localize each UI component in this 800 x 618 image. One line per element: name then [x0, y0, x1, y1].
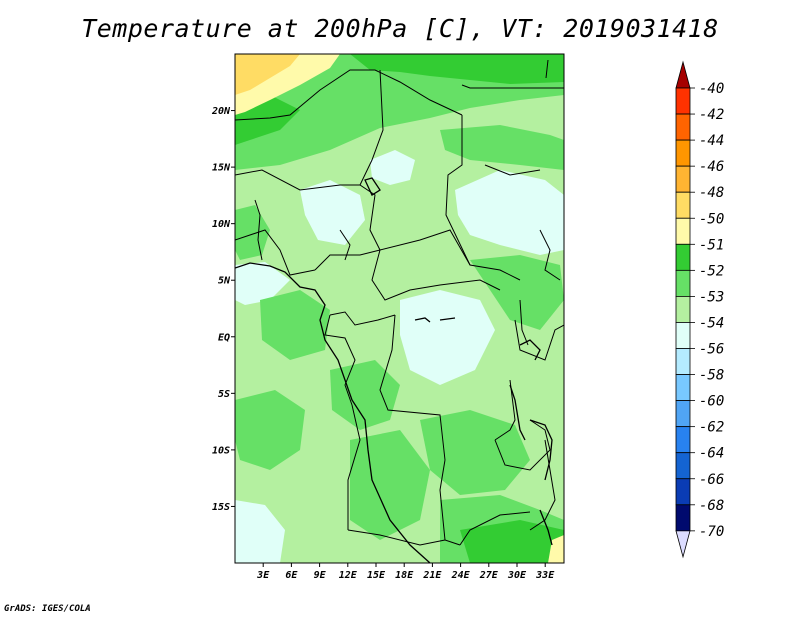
colorbar-label: -54 — [699, 315, 724, 331]
lat-tick-label: EQ — [218, 332, 230, 343]
map-frame — [234, 53, 565, 564]
colorbar-box — [675, 504, 691, 532]
colorbar-label: -44 — [699, 133, 724, 149]
colorbar-box — [675, 478, 691, 506]
colorbar-label: -68 — [699, 498, 724, 514]
coastlines — [235, 177, 553, 563]
colorbar-label: -66 — [699, 472, 724, 488]
colorbar-box — [675, 426, 691, 454]
colorbar-box — [675, 452, 691, 480]
lon-tick-label: 12E — [339, 570, 358, 581]
colorbar-bottom-arrow — [675, 530, 691, 559]
colorbar-box — [675, 217, 691, 245]
colorbar-box — [675, 139, 691, 167]
lat-tick-label: 15S — [212, 502, 230, 513]
colorbar-box — [675, 400, 691, 428]
colorbar-box — [675, 269, 691, 297]
lat-tick-label: 20N — [211, 106, 231, 117]
lon-tick-label: 33E — [535, 570, 555, 581]
colorbar-label: -58 — [699, 368, 724, 384]
lon-tick-label: 18E — [395, 570, 414, 581]
lon-tick-label: 3E — [256, 570, 270, 581]
lat-tick-label: 15N — [212, 163, 231, 174]
lon-tick-label: 6E — [285, 570, 298, 581]
colorbar-box — [675, 165, 691, 193]
lon-tick-label: 30E — [507, 570, 527, 581]
colorbar-box — [675, 87, 691, 115]
colorbar-label: -53 — [699, 289, 724, 305]
colorbar-box — [675, 348, 691, 375]
lat-tick-label: 5S — [218, 389, 230, 400]
colorbar-label: -40 — [699, 81, 724, 97]
colorbar: -40 -42 -44 -46 -48 -50 -51 -52 -53 -54 -56 -58 -60 -… — [675, 60, 724, 559]
lon-tick-label: 27E — [479, 570, 499, 581]
colorbar-label: -46 — [699, 159, 724, 175]
colorbar-label: -62 — [699, 420, 724, 436]
country-borders — [235, 59, 564, 546]
colorbar-label: -50 — [699, 211, 724, 227]
colorbar-box — [675, 243, 691, 271]
colorbar-label: -52 — [699, 263, 724, 279]
lon-tick-label: 21E — [422, 570, 442, 581]
colorbar-top-arrow — [675, 60, 691, 89]
colorbar-label: -56 — [699, 342, 724, 358]
lon-tick-label: 9E — [314, 570, 327, 581]
colorbar-box — [675, 374, 691, 401]
longitude-axis: 3E 6E 9E 12E 15E 18E 21E 24E 27E 30E 33E — [256, 563, 555, 581]
chart-title: Temperature at 200hPa [C], VT: 201903141… — [81, 14, 719, 43]
lon-tick-label: 15E — [367, 570, 386, 581]
colorbar-box — [675, 191, 691, 219]
colorbar-label: -51 — [699, 237, 724, 253]
colorbar-box — [675, 113, 691, 141]
colorbar-box — [675, 322, 691, 349]
lon-tick-label: 24E — [451, 570, 471, 581]
temperature-field — [235, 54, 564, 563]
colorbar-label: -70 — [699, 524, 724, 540]
lat-tick-label: 10N — [212, 219, 231, 230]
lat-tick-label: 10S — [212, 445, 230, 456]
colorbar-label: -48 — [699, 185, 724, 201]
colorbar-label: -42 — [699, 107, 724, 123]
latitude-axis: 20N 15N 10N 5N EQ 5S 10S 15S — [211, 106, 235, 513]
colorbar-label: -60 — [699, 394, 724, 410]
footer-credit: GrADS: IGES/COLA — [4, 604, 91, 614]
colorbar-box — [675, 295, 691, 323]
lat-tick-label: 5N — [218, 276, 231, 287]
colorbar-label: -64 — [699, 446, 724, 462]
